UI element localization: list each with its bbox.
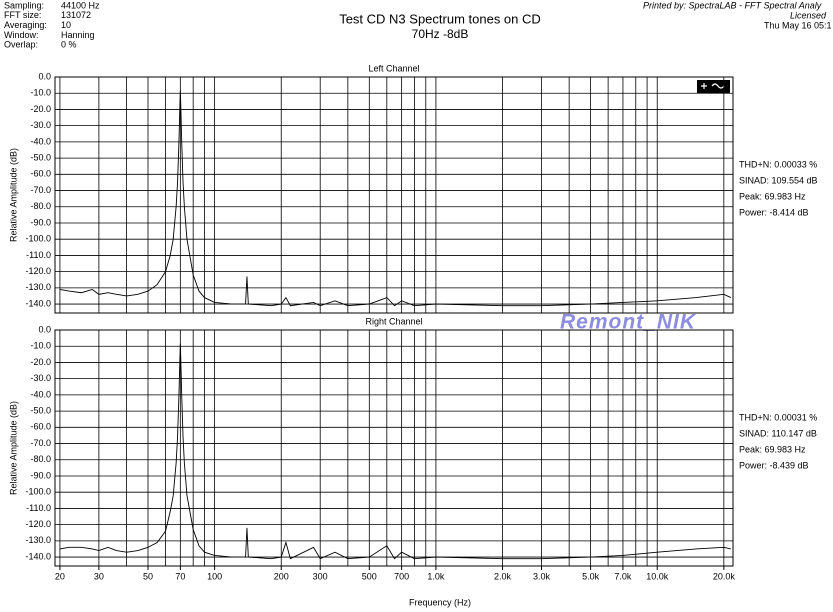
- y-tick-label: -60.0: [30, 422, 51, 432]
- x-tick-label: 100: [207, 571, 222, 581]
- y-tick-label: -60.0: [30, 169, 51, 179]
- y-tick-label: -90.0: [30, 470, 51, 480]
- stat-text: THD+N: 0.00031 %: [739, 412, 817, 422]
- x-tick-label: 10.0k: [646, 571, 669, 581]
- y-tick-label: -30.0: [30, 120, 51, 130]
- spectrum-line: [59, 343, 731, 560]
- y-tick-label: -140.0: [25, 298, 51, 308]
- stat-text: Peak: 69.983 Hz: [739, 444, 806, 454]
- y-tick-label: -50.0: [30, 152, 51, 162]
- y-tick-label: -120.0: [25, 519, 51, 529]
- y-tick-label: -140.0: [25, 551, 51, 561]
- info-label: FFT size:: [4, 10, 41, 20]
- x-tick-label: 7.0k: [614, 571, 632, 581]
- chart-title: Right Channel: [365, 316, 422, 326]
- x-tick-label: 700: [394, 571, 409, 581]
- x-tick-label: 30: [94, 571, 104, 581]
- chart-panel: Left Channel Relative Amplitude (dB) 0.0 -1…: [8, 63, 818, 314]
- y-tick-label: 0.0: [38, 71, 51, 81]
- y-tick-label: 0.0: [38, 324, 51, 334]
- stat-text: THD+N: 0.00033 %: [739, 159, 817, 169]
- y-tick-label: -100.0: [25, 234, 51, 244]
- info-value: Hanning: [61, 30, 95, 40]
- info-value: 10: [61, 20, 71, 30]
- watermark: Remont_NIK: [560, 311, 697, 334]
- y-tick-label: -100.0: [25, 487, 51, 497]
- plot-frame: [54, 329, 734, 567]
- stat-text: Power: -8.439 dB: [739, 460, 809, 470]
- stat-text: SINAD: 109.554 dB: [739, 175, 818, 185]
- stat-text: Power: -8.414 dB: [739, 207, 809, 217]
- chart-panel: Right Channel Relative Amplitude (dB) 0.0 -…: [8, 316, 817, 581]
- y-tick-label: -20.0: [30, 357, 51, 367]
- page-subtitle: 70Hz -8dB: [412, 27, 469, 41]
- info-label: Window:: [4, 30, 39, 40]
- page-title: Test CD N3 Spectrum tones on CD: [339, 11, 541, 26]
- y-tick-label: -40.0: [30, 389, 51, 399]
- x-tick-label: 3.0k: [533, 571, 551, 581]
- x-tick-label: 20.0k: [713, 571, 736, 581]
- plot-frame: [54, 76, 734, 314]
- license: Licensed: [790, 10, 827, 20]
- stat-text: Peak: 69.983 Hz: [739, 191, 806, 201]
- y-tick-label: -130.0: [25, 282, 51, 292]
- y-tick-label: -50.0: [30, 405, 51, 415]
- y-tick-label: -90.0: [30, 217, 51, 227]
- x-tick-label: 1.0k: [427, 571, 445, 581]
- y-tick-label: -80.0: [30, 454, 51, 464]
- x-tick-label: 300: [313, 571, 328, 581]
- y-tick-label: -70.0: [30, 185, 51, 195]
- info-label: Averaging:: [4, 20, 47, 30]
- y-tick-label: -110.0: [26, 503, 51, 513]
- y-axis-label: Relative Amplitude (dB): [8, 148, 18, 242]
- y-tick-label: -70.0: [30, 438, 51, 448]
- info-label: Overlap:: [4, 40, 38, 50]
- spectrum-line: [59, 90, 731, 307]
- print-date: Thu May 16 05:1: [764, 20, 832, 30]
- y-tick-label: -10.0: [30, 341, 51, 351]
- stat-text: SINAD: 110.147 dB: [739, 428, 817, 438]
- info-value: 131072: [61, 10, 91, 20]
- info-value: 0 %: [61, 40, 77, 50]
- y-tick-label: -30.0: [30, 373, 51, 383]
- x-axis-label: Frequency (Hz): [409, 597, 471, 607]
- x-tick-label: 50: [143, 571, 153, 581]
- settings-icon: [697, 80, 730, 93]
- printed-by: Printed by: SpectraLAB - FFT Spectral An…: [643, 0, 822, 10]
- x-tick-label: 70: [175, 571, 185, 581]
- x-tick-label: 200: [274, 571, 289, 581]
- y-tick-label: -40.0: [30, 136, 51, 146]
- y-axis-label: Relative Amplitude (dB): [8, 401, 18, 495]
- x-tick-label: 2.0k: [494, 571, 512, 581]
- y-tick-label: -110.0: [26, 250, 51, 260]
- x-tick-label: 5.0k: [582, 571, 600, 581]
- y-tick-label: -20.0: [30, 104, 51, 114]
- y-tick-label: -120.0: [25, 266, 51, 276]
- chart-title: Left Channel: [368, 63, 419, 73]
- x-tick-label: 20: [55, 571, 65, 581]
- y-tick-label: -130.0: [25, 535, 51, 545]
- x-tick-label: 500: [362, 571, 377, 581]
- info-value: 44100 Hz: [61, 0, 100, 10]
- info-label: Sampling:: [4, 0, 44, 10]
- y-tick-label: -10.0: [30, 88, 51, 98]
- y-tick-label: -80.0: [30, 201, 51, 211]
